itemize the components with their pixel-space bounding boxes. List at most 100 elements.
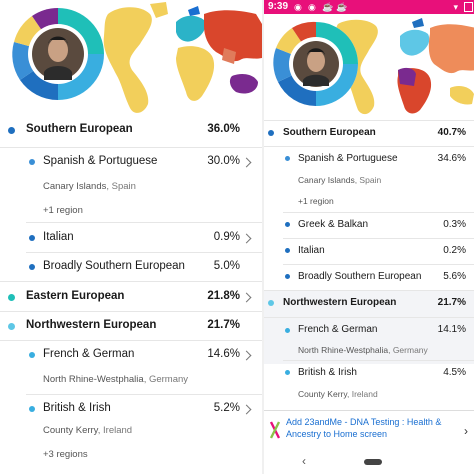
color-dot — [285, 274, 290, 279]
region-label: Northwestern European — [283, 297, 397, 308]
subregion-text: North Rhine-Westphalia, Germany — [298, 345, 428, 355]
more-regions-link[interactable]: +1 region — [298, 196, 334, 206]
color-dot — [29, 352, 35, 358]
chevron-right-icon — [241, 157, 252, 168]
region-row-broadly-southern[interactable]: Broadly Southern European 5.6% — [264, 266, 474, 290]
color-dot — [29, 235, 35, 241]
region-label: Spanish & Portuguese — [298, 153, 398, 164]
region-percent: 21.8% — [207, 290, 240, 302]
divider — [264, 317, 474, 318]
subregion-country: , Spain — [106, 181, 136, 192]
region-label: Italian — [43, 231, 74, 243]
subregion-text: Canary Islands, Spain — [43, 181, 136, 192]
divider — [264, 146, 474, 147]
region-label: Northwestern European — [26, 319, 157, 331]
region-row-spanish-portuguese[interactable]: Spanish & Portuguese 30.0% Canary Island… — [0, 150, 262, 238]
color-dot — [29, 406, 35, 412]
color-dot — [285, 370, 290, 375]
cup-icon: ☕ — [336, 2, 348, 12]
subregion-country: , Germany — [143, 374, 189, 385]
region-row-eastern-european[interactable]: Eastern European 21.8% — [0, 285, 262, 313]
subregion-text: County Kerry, Ireland — [43, 425, 132, 436]
region-row-broadly-southern[interactable]: Broadly Southern European 5.0% — [0, 255, 262, 283]
region-percent: 40.7% — [437, 127, 466, 138]
region-row-british-irish[interactable]: British & Irish 4.5% County Kerry, Irela… — [264, 362, 474, 408]
region-row-southern-european[interactable]: Southern European 40.7% — [264, 122, 474, 146]
subregion-country: , Ireland — [97, 425, 133, 436]
wifi-icon: ▾ — [453, 2, 458, 12]
subregion-country: , Ireland — [346, 389, 378, 399]
region-label: Broadly Southern European — [43, 260, 185, 272]
add-to-home-text: Add 23andMe - DNA Testing : Health & Anc… — [286, 417, 442, 439]
more-regions-link[interactable]: +3 regions — [43, 449, 88, 460]
region-percent: 21.7% — [207, 319, 240, 331]
divider — [0, 340, 262, 341]
region-percent: 36.0% — [207, 123, 240, 135]
subregion-country: , Germany — [388, 345, 428, 355]
region-row-italian[interactable]: Italian 0.2% — [264, 240, 474, 264]
region-percent: 21.7% — [437, 297, 466, 308]
ancestry-donut-chart — [273, 21, 358, 107]
region-row-french-german[interactable]: French & German 14.6% North Rhine-Westph… — [0, 343, 262, 399]
region-label: British & Irish — [43, 402, 111, 414]
subregion-name: County Kerry — [298, 389, 347, 399]
color-dot — [8, 127, 15, 134]
color-dot — [285, 328, 290, 333]
color-dot — [268, 130, 274, 136]
world-map — [103, 2, 262, 113]
status-bar: 9:39 ◉ ◉ ☕ ☕ ▾ — [264, 0, 474, 14]
color-dot — [285, 222, 290, 227]
notification-icon: ◉ — [308, 2, 316, 12]
divider — [283, 360, 474, 361]
divider — [264, 120, 474, 121]
home-pill-button[interactable] — [364, 459, 382, 465]
divider — [264, 290, 474, 291]
divider — [0, 281, 262, 282]
subregion-name: North Rhine-Westphalia — [298, 345, 389, 355]
region-label: Southern European — [26, 123, 133, 135]
region-row-british-irish[interactable]: British & Irish 5.2% County Kerry, Irela… — [0, 397, 262, 473]
divider — [26, 394, 262, 395]
region-percent: 34.6% — [437, 153, 466, 164]
subregion-country: , Spain — [354, 175, 382, 185]
more-regions-link[interactable]: +1 region — [43, 205, 83, 216]
region-row-spanish-portuguese[interactable]: Spanish & Portuguese 34.6% Canary Island… — [264, 148, 474, 216]
highlight-band — [264, 290, 474, 318]
chevron-right-icon — [241, 350, 252, 361]
region-percent: 0.2% — [443, 245, 466, 256]
chevron-right-icon — [241, 404, 252, 415]
region-row-southern-european[interactable]: Southern European 36.0% — [0, 118, 262, 146]
subregion-name: County Kerry — [43, 425, 98, 436]
chevron-right-icon: › — [464, 424, 468, 438]
chevron-right-icon — [241, 292, 252, 303]
left-screen: Southern European 36.0% Spanish & Portug… — [0, 2, 262, 473]
add-to-home-banner[interactable]: Add 23andMe - DNA Testing : Health & Anc… — [264, 410, 474, 450]
status-time: 9:39 — [268, 1, 289, 12]
region-row-greek-balkan[interactable]: Greek & Balkan 0.3% — [264, 214, 474, 238]
color-dot — [268, 300, 274, 306]
region-row-northwestern-european[interactable]: Northwestern European 21.7% — [0, 314, 262, 342]
color-dot — [8, 323, 15, 330]
region-label: Eastern European — [26, 290, 125, 302]
chevron-right-icon — [241, 233, 252, 244]
color-dot — [29, 264, 35, 270]
region-row-french-german[interactable]: French & German 14.1% North Rhine-Westph… — [264, 320, 474, 364]
region-percent: 0.3% — [443, 219, 466, 230]
region-percent: 14.1% — [437, 324, 466, 335]
back-button[interactable]: ‹ — [302, 454, 306, 468]
region-label: Broadly Southern European — [298, 271, 422, 282]
divider — [0, 147, 262, 148]
region-row-italian[interactable]: Italian 0.9% — [0, 226, 262, 254]
region-percent: 5.0% — [213, 260, 240, 272]
divider — [26, 222, 262, 223]
battery-icon — [464, 2, 473, 12]
divider — [283, 238, 474, 239]
notification-icon: ◉ — [294, 2, 302, 12]
subregion-name: Canary Islands — [43, 181, 107, 192]
color-dot — [285, 248, 290, 253]
right-screen: 9:39 ◉ ◉ ☕ ☕ ▾ — [262, 0, 474, 474]
color-dot — [29, 159, 35, 165]
region-percent: 5.6% — [443, 271, 466, 282]
divider — [0, 311, 262, 312]
region-row-northwestern-european[interactable]: Northwestern European 21.7% — [264, 292, 474, 316]
